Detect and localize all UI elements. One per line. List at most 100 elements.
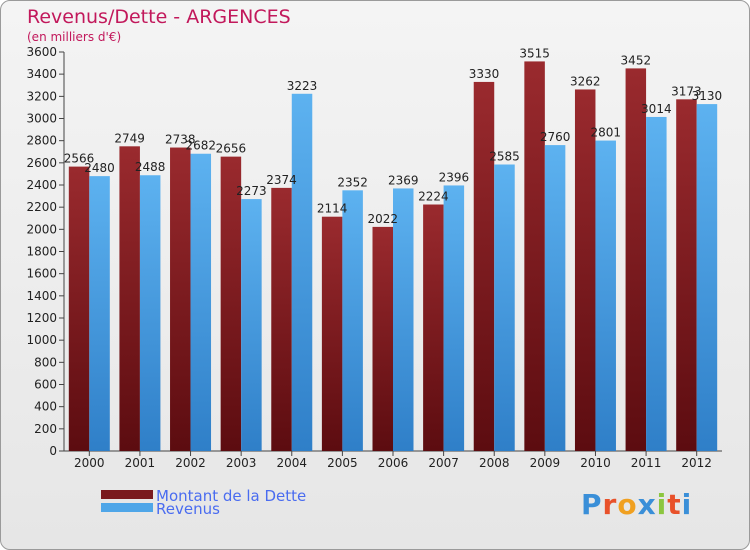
bar-revenus [595, 140, 616, 451]
y-tick-label: 2600 [26, 156, 57, 170]
y-tick-label: 3600 [26, 45, 57, 59]
y-tick-label: 3200 [26, 89, 57, 103]
logo-letter: t [667, 488, 682, 521]
bar-dette [574, 89, 596, 451]
bar-revenus [190, 153, 212, 451]
logo-letter: r [602, 488, 618, 521]
legend-swatch-revenus [101, 503, 153, 512]
x-tick-label: 2012 [681, 456, 712, 470]
logo-letter: P [581, 488, 603, 521]
bar-revenus [139, 175, 161, 451]
y-tick-label: 2400 [26, 178, 57, 192]
data-label-revenus: 2480 [84, 161, 115, 175]
logo-letter: o [617, 488, 638, 521]
bar-dette [524, 61, 545, 451]
data-label-dette: 2224 [418, 190, 449, 204]
y-tick-label: 800 [34, 355, 57, 369]
x-tick-label: 2009 [530, 456, 561, 470]
data-label-revenus: 3130 [692, 89, 723, 103]
x-tick-label: 2002 [175, 456, 206, 470]
bar-revenus [241, 199, 262, 451]
data-label-dette: 3452 [621, 53, 652, 67]
bar-revenus [291, 93, 313, 451]
data-label-dette: 2656 [216, 142, 247, 156]
y-tick-label: 2800 [26, 134, 57, 148]
logo-letter: x [637, 488, 657, 521]
bar-revenus [646, 116, 667, 451]
proxiti-logo: Proxiti [581, 488, 692, 521]
bar-dette [321, 216, 343, 451]
bar-dette [473, 81, 495, 452]
bar-revenus [494, 164, 515, 451]
data-label-dette: 2749 [114, 131, 145, 145]
bar-revenus [696, 104, 718, 451]
bar-revenus [544, 145, 566, 451]
x-tick-label: 2003 [226, 456, 257, 470]
bar-dette [372, 226, 393, 451]
x-tick-label: 2006 [378, 456, 409, 470]
data-label-revenus: 2369 [388, 173, 419, 187]
data-label-dette: 2374 [266, 173, 297, 187]
bar-revenus [393, 188, 414, 451]
x-tick-label: 2001 [125, 456, 156, 470]
bar-dette [423, 204, 444, 451]
y-tick-label: 1800 [26, 245, 57, 259]
y-tick-label: 600 [34, 378, 57, 392]
data-label-revenus: 2760 [540, 130, 571, 144]
logo-letter: i [656, 488, 668, 521]
bar-dette [220, 156, 242, 452]
data-label-dette: 3173 [671, 84, 702, 98]
data-label-revenus: 2352 [337, 175, 368, 189]
data-label-revenus: 2585 [489, 149, 520, 163]
x-tick-label: 2007 [428, 456, 459, 470]
bar-dette [271, 187, 292, 452]
chart-title: Revenus/Dette - ARGENCES [27, 6, 291, 28]
bar-revenus [89, 176, 110, 451]
data-label-revenus: 2273 [236, 184, 267, 198]
data-label-revenus: 3014 [641, 102, 672, 116]
data-label-revenus: 2488 [135, 160, 166, 174]
data-label-dette: 3330 [469, 67, 500, 81]
data-label-dette: 2114 [317, 202, 348, 216]
bar-dette [625, 68, 647, 452]
logo-letter: i [681, 488, 693, 521]
data-label-dette: 2022 [367, 212, 398, 226]
bar-revenus [342, 190, 363, 451]
x-tick-label: 2005 [327, 456, 358, 470]
x-tick-label: 2008 [479, 456, 510, 470]
y-tick-label: 1000 [26, 333, 57, 347]
legend-label-dette: Montant de la Dette [156, 487, 307, 505]
legend-label-revenus: Revenus [156, 500, 220, 518]
data-label-dette: 2566 [64, 152, 95, 166]
y-tick-label: 2200 [26, 200, 57, 214]
y-tick-label: 2000 [26, 222, 57, 236]
x-tick-label: 2011 [631, 456, 662, 470]
bar-dette [119, 146, 140, 452]
y-tick-label: 400 [34, 400, 57, 414]
y-tick-label: 1400 [26, 289, 57, 303]
x-tick-label: 2000 [74, 456, 105, 470]
y-tick-label: 3000 [26, 112, 57, 126]
legend-swatch-dette [101, 490, 153, 499]
chart-subtitle: (en milliers d'€) [27, 30, 122, 44]
bar-dette [170, 147, 191, 451]
y-tick-label: 3400 [26, 67, 57, 81]
data-label-revenus: 2682 [186, 139, 217, 153]
x-tick-label: 2010 [580, 456, 611, 470]
data-label-dette: 2738 [165, 133, 196, 147]
data-label-revenus: 2396 [439, 170, 470, 184]
data-label-dette: 3515 [519, 46, 550, 60]
bar-dette [68, 166, 90, 451]
y-tick-label: 1200 [26, 311, 57, 325]
bar-revenus [443, 185, 465, 451]
y-tick-label: 200 [34, 422, 57, 436]
x-tick-label: 2004 [276, 456, 307, 470]
data-label-dette: 3262 [570, 74, 601, 88]
y-tick-label: 0 [49, 444, 57, 458]
bar-dette [676, 99, 697, 451]
y-tick-label: 1600 [26, 267, 57, 281]
data-label-revenus: 2801 [590, 126, 621, 140]
data-label-revenus: 3223 [287, 79, 318, 93]
